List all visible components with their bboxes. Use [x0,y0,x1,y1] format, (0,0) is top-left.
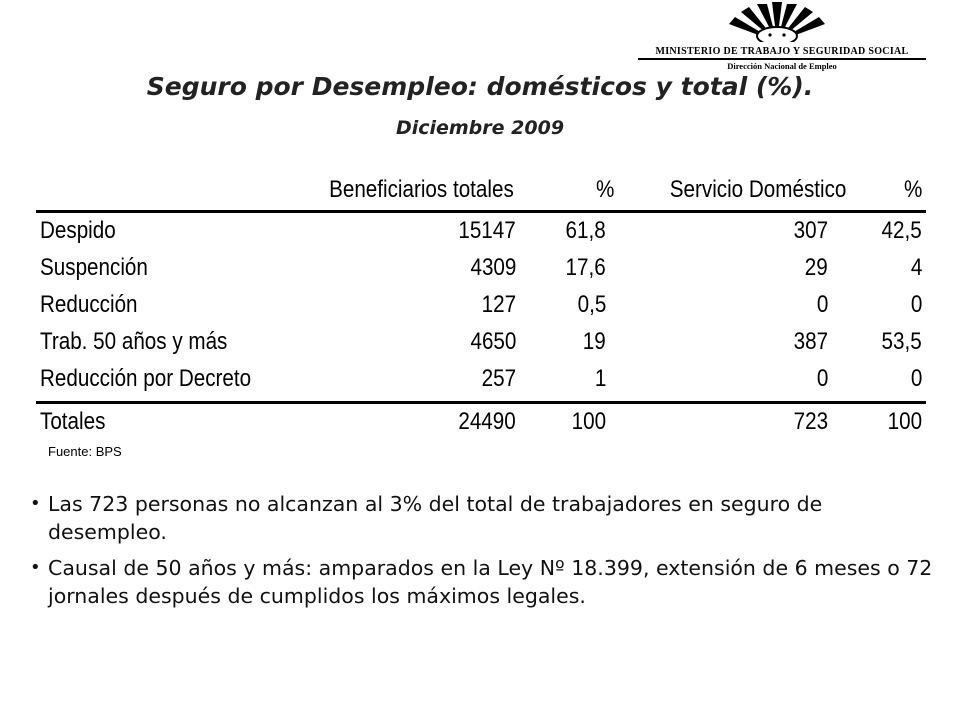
ministry-division: Dirección Nacional de Empleo [632,61,932,71]
row-pct-total: 0,5 [573,291,606,319]
data-source-note: Fuente: BPS [48,444,122,459]
row-beneficiarios: 257 [476,365,516,393]
header-beneficiarios: Beneficiarios totales [299,176,514,204]
header-servicio-domestico: Servicio Doméstico [641,176,846,204]
row-pct-domestico: 0 [909,365,922,393]
row-beneficiarios: 127 [476,291,516,319]
row-pct-domestico: 4 [909,254,922,282]
total-pct-total: 100 [566,408,606,436]
logo-divider [638,58,926,60]
table-row: Despido 15147 61,8 307 42,5 [36,213,926,250]
page-subtitle: Diciembre 2009 [0,117,960,139]
bullet-text: Causal de 50 años y más: amparados en la… [48,554,940,610]
row-label: Trab. 50 años y más [40,328,258,356]
row-pct-domestico: 0 [909,291,922,319]
row-beneficiarios: 4650 [463,328,516,356]
row-pct-domestico: 53,5 [875,328,922,356]
table-row: Trab. 50 años y más 4650 19 387 53,5 [36,324,926,361]
row-label: Reducción por Decreto [40,365,285,393]
table-row: Reducción 127 0,5 0 0 [36,287,926,324]
row-domestico: 29 [801,254,828,282]
row-domestico: 0 [815,365,828,393]
bullet-list: • Las 723 personas no alcanzan al 3% del… [30,490,940,618]
bullet-item: • Las 723 personas no alcanzan al 3% del… [30,490,940,546]
data-table: Beneficiarios totales % Servicio Domésti… [36,172,926,441]
row-label: Suspención [40,254,165,282]
total-label: Totales [40,408,116,436]
page-title: Seguro por Desempleo: domésticos y total… [0,72,960,101]
row-pct-total: 61,8 [559,217,606,245]
row-beneficiarios: 4309 [463,254,516,282]
total-domestico: 723 [788,408,828,436]
sun-emblem-icon [727,2,827,42]
row-domestico: 387 [788,328,828,356]
header-pct-domestico: % [901,176,922,204]
row-pct-domestico: 42,5 [875,217,922,245]
row-domestico: 0 [815,291,828,319]
row-pct-total: 1 [593,365,606,393]
row-pct-total: 17,6 [559,254,606,282]
row-beneficiarios: 15147 [449,217,516,245]
bullet-dot-icon: • [30,554,41,582]
bullet-text: Las 723 personas no alcanzan al 3% del t… [48,490,940,546]
header-pct-total: % [593,176,614,204]
total-beneficiarios: 24490 [449,408,516,436]
ministry-logo: MINISTERIO DE TRABAJO Y SEGURIDAD SOCIAL… [632,2,932,70]
ministry-name: MINISTERIO DE TRABAJO Y SEGURIDAD SOCIAL [632,46,932,57]
table-row: Reducción por Decreto 257 1 0 0 [36,361,926,398]
row-domestico: 307 [788,217,828,245]
row-label: Reducción [40,291,153,319]
total-pct-domestico: 100 [882,408,922,436]
table-row: Suspención 4309 17,6 29 4 [36,250,926,287]
row-pct-total: 19 [579,328,606,356]
row-label: Despido [40,217,128,245]
table-header-row: Beneficiarios totales % Servicio Domésti… [36,172,926,210]
table-total-row: Totales 24490 100 723 100 [36,404,926,441]
bullet-item: • Causal de 50 años y más: amparados en … [30,554,940,610]
bullet-dot-icon: • [30,490,41,518]
